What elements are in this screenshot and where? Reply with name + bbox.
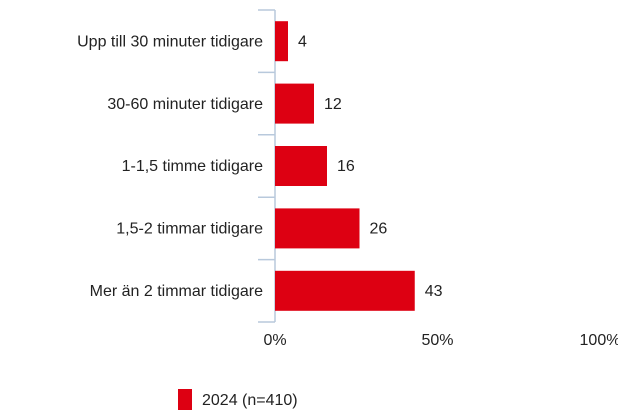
data-label: 4 xyxy=(298,33,307,50)
x-tick-label: 50% xyxy=(421,332,453,349)
data-label: 12 xyxy=(324,96,342,113)
legend-swatch xyxy=(178,389,192,410)
x-tick-label: 100% xyxy=(580,332,618,349)
y-tick-label: 1-1,5 timme tidigare xyxy=(122,158,263,175)
data-label: 43 xyxy=(425,283,443,300)
data-label: 16 xyxy=(337,158,355,175)
legend-label: 2024 (n=410) xyxy=(202,392,298,409)
y-tick-label: 30-60 minuter tidigare xyxy=(107,96,263,113)
bar xyxy=(275,208,360,249)
data-label: 26 xyxy=(370,221,388,238)
y-tick-label: 1,5-2 timmar tidigare xyxy=(116,221,263,238)
bar xyxy=(275,21,288,62)
y-tick-label: Upp till 30 minuter tidigare xyxy=(77,33,263,50)
bar xyxy=(275,270,415,311)
bar xyxy=(275,146,327,186)
y-tick-label: Mer än 2 timmar tidigare xyxy=(90,283,263,300)
x-tick-label: 0% xyxy=(263,332,286,349)
bar xyxy=(275,83,314,124)
